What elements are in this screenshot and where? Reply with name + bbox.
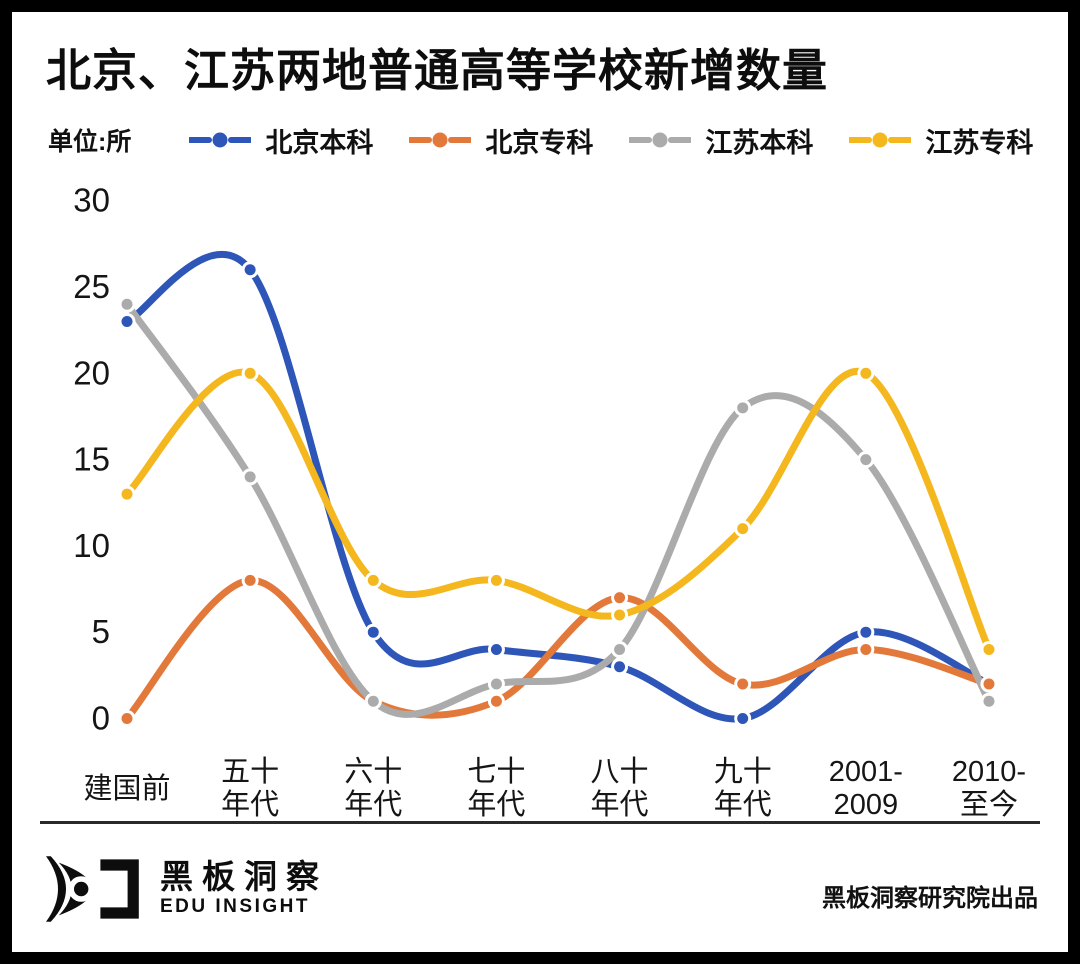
line-chart: 302520151050建国前五十年代六十年代七十年代八十年代九十年代2001-… (73, 182, 1026, 821)
legend-label: 江苏专科 (925, 127, 1034, 158)
svg-text:年代: 年代 (344, 788, 402, 821)
footer-divider (40, 821, 1040, 824)
line-dot-marker-icon (849, 132, 912, 148)
legend-item-jiangsu-benke: 江苏本科 (629, 121, 813, 160)
svg-text:5: 5 (92, 613, 110, 650)
svg-text:年代: 年代 (591, 788, 649, 821)
brand-logo: 黑板洞察 EDU INSIGHT (46, 852, 328, 926)
legend-label: 北京本科 (265, 127, 374, 158)
brand-name-en: EDU INSIGHT (160, 895, 310, 917)
brand-name-cn: 黑板洞察 (160, 858, 328, 896)
svg-text:八十: 八十 (591, 755, 649, 788)
legend-label: 北京专科 (485, 127, 594, 158)
legend: 单位:所 北京本科 北京专科 江苏本科 (48, 122, 1069, 158)
svg-text:至今: 至今 (960, 788, 1018, 821)
chart-title: 北京、江苏两地普通高等学校新增数量 (46, 45, 829, 96)
svg-text:年代: 年代 (714, 788, 772, 821)
page-background: 北京、江苏两地普通高等学校新增数量 单位:所 北京本科 北京专科 (12, 12, 1068, 952)
legend-item-beijing-benke: 北京本科 (189, 121, 373, 160)
svg-text:七十: 七十 (467, 755, 525, 788)
svg-text:九十: 九十 (714, 755, 772, 788)
svg-text:年代: 年代 (467, 788, 525, 821)
svg-text:10: 10 (73, 527, 110, 564)
line-dot-marker-icon (189, 132, 252, 148)
svg-text:六十: 六十 (344, 755, 402, 788)
line-dot-marker-icon (409, 132, 472, 148)
svg-text:五十: 五十 (221, 755, 279, 788)
unit-label: 单位:所 (48, 128, 132, 156)
svg-text:建国前: 建国前 (83, 772, 170, 805)
svg-text:2009: 2009 (834, 789, 899, 821)
legend-item-jiangsu-zhuanke: 江苏专科 (849, 121, 1033, 160)
svg-text:年代: 年代 (221, 788, 279, 821)
svg-text:30: 30 (73, 182, 110, 219)
credit-text: 黑板洞察研究院出品 (822, 885, 1038, 912)
eye-logo-icon (46, 856, 139, 922)
svg-text:2001-: 2001- (829, 756, 903, 788)
svg-text:15: 15 (73, 441, 110, 478)
svg-text:25: 25 (73, 268, 110, 305)
line-dot-marker-icon (629, 132, 692, 148)
legend-label: 江苏本科 (705, 127, 814, 158)
svg-text:20: 20 (73, 354, 110, 391)
svg-text:2010-: 2010- (952, 756, 1026, 788)
svg-text:0: 0 (92, 700, 110, 737)
legend-item-beijing-zhuanke: 北京专科 (409, 121, 593, 160)
